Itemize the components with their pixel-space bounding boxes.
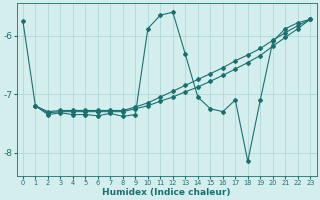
- X-axis label: Humidex (Indice chaleur): Humidex (Indice chaleur): [102, 188, 231, 197]
